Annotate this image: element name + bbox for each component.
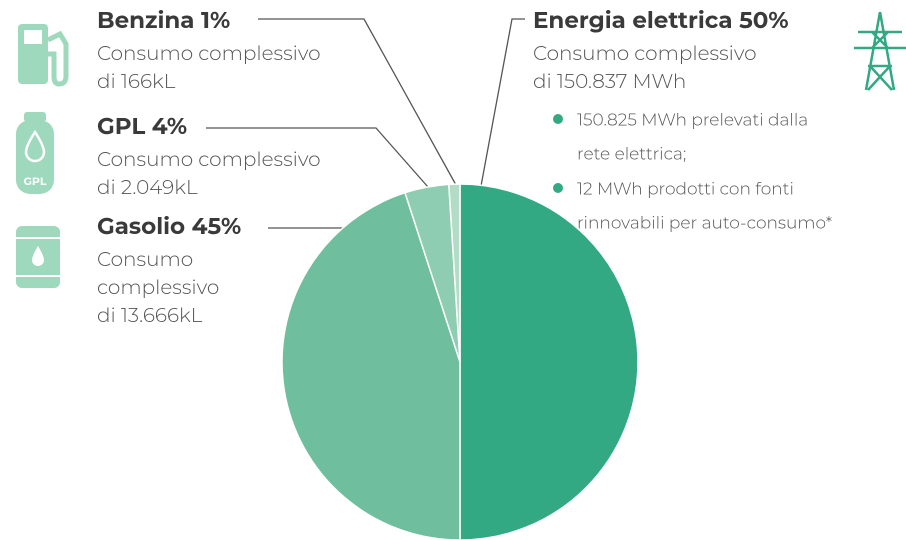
leader-line [480,18,525,187]
icon-gpl-text: GPL [23,174,46,188]
slice-description: Consumo complessivo [97,148,321,172]
slice-label: Gasolio 45% [97,212,241,240]
icon-pylon [854,11,906,91]
pie-slice [281,191,461,540]
slice-value: 45% [192,212,241,240]
slice-value: 1% [201,6,230,34]
leader-line [206,127,429,188]
bullet-dot [553,114,563,124]
leader-line [268,227,343,235]
slice-description: di 2.049kL [97,176,198,200]
icon-gpl: GPL [16,112,54,194]
slice-value: 50% [739,6,788,34]
slice-description: Consumo complessivo [97,42,321,66]
slice-description: di 13.666kL [97,304,203,328]
leader-line [258,18,457,186]
slice-category: Energia elettrica [533,6,733,34]
slice-label: GPL 4% [97,112,187,140]
bullet-dot [553,183,563,193]
slice-label: Energia elettrica 50% [533,6,789,34]
icon-barrel [16,226,60,288]
pie-slice [459,183,639,540]
bullet-text: rinnovabili per auto-consumo* [577,213,832,233]
bullet-text: rete elettrica; [577,144,686,164]
leader-lines [206,18,525,235]
icon-fuel-pump [18,24,69,87]
slice-category: Benzina [97,6,195,34]
slice-value: 4% [152,112,187,140]
bullet-text: 12 MWh prodotti con fonti [577,179,794,199]
slice-category: Gasolio [97,212,185,240]
slice-label: Benzina 1% [97,6,230,34]
slice-description: complessivo [97,276,219,300]
bullet-text: 150.825 MWh prelevati dalla [577,110,808,130]
slice-description: Consumo [97,248,193,272]
pie [281,183,639,540]
slice-description: Consumo complessivo [533,42,757,66]
slice-description: di 150.837 MWh [533,70,686,94]
slice-description: di 166kL [97,70,176,94]
labels: Energia elettrica 50% Consumo complessivo… [97,6,832,328]
pie-slice [448,183,461,363]
slice-category: GPL [97,112,145,140]
